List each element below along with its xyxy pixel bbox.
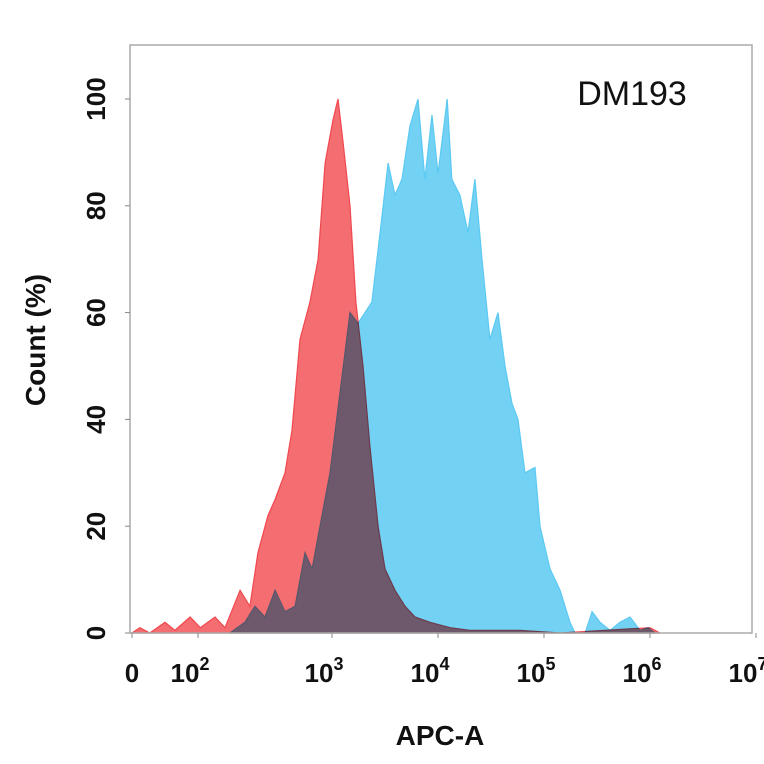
x-tick-label: 105 xyxy=(517,654,556,688)
x-tick-label: 102 xyxy=(171,654,210,688)
sample-annotation: DM193 xyxy=(577,75,687,113)
series-layer xyxy=(130,98,661,634)
x-axis-label: APC-A xyxy=(396,720,485,751)
y-tick-label: 100 xyxy=(81,77,111,120)
ticks-layer: 0 102 103 104 105 106 107 0 20 40 60 80 100 xyxy=(81,77,764,688)
plot-frame xyxy=(129,44,753,634)
y-tick-label: 20 xyxy=(81,512,111,541)
y-tick-label: 40 xyxy=(81,405,111,434)
x-tick-label: 107 xyxy=(729,654,764,688)
x-tick-label: 106 xyxy=(623,654,662,688)
x-tick-label: 104 xyxy=(411,654,450,688)
y-axis-label: Count (%) xyxy=(20,274,51,406)
y-tick-label: 80 xyxy=(81,191,111,220)
y-tick-label: 60 xyxy=(81,298,111,327)
x-tick-label: 0 xyxy=(125,658,139,688)
y-tick-label: 0 xyxy=(81,626,111,640)
histogram-series-2 xyxy=(130,98,661,634)
x-tick-label: 103 xyxy=(305,654,344,688)
